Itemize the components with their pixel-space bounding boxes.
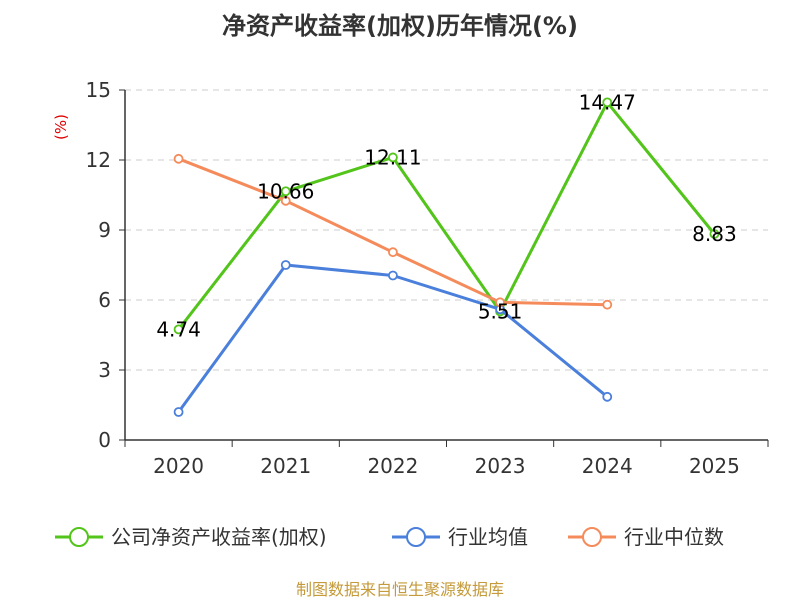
x-tick-label: 2025	[689, 454, 740, 478]
y-tick-label: 12	[86, 148, 111, 172]
y-tick-label: 3	[98, 358, 111, 382]
data-point[interactable]	[388, 247, 398, 258]
y-tick-label: 15	[86, 78, 111, 102]
data-point[interactable]	[280, 195, 291, 206]
data-point[interactable]	[280, 186, 291, 197]
chart-title: 净资产收益率(加权)历年情况(%)	[222, 12, 578, 40]
data-point[interactable]	[173, 324, 184, 335]
y-tick-label: 6	[98, 288, 111, 312]
data-label: 14.47	[579, 90, 636, 114]
series-line-2	[178, 157, 608, 307]
data-point[interactable]	[173, 407, 184, 417]
data-point[interactable]	[388, 270, 398, 281]
legend-item-1[interactable]: 行业均值	[392, 525, 528, 549]
y-tick-label: 0	[98, 428, 111, 452]
source-note: 制图数据来自恒生聚源数据库	[296, 580, 504, 599]
y-tick-label: 9	[98, 218, 111, 242]
data-point[interactable]	[602, 299, 613, 310]
series-line-1	[177, 263, 609, 413]
data-label: 12.11	[364, 145, 421, 169]
x-tick-label: 2024	[582, 454, 633, 478]
data-point[interactable]	[495, 297, 505, 308]
data-label: 10.66	[257, 179, 314, 203]
data-labels: 4.74 10.66 12.11 5.51 14.47 8.83	[156, 90, 736, 341]
legend-item-2[interactable]: 行业中位数	[568, 525, 724, 549]
legend-label: 公司净资产收益率(加权)	[111, 525, 327, 549]
series-lines	[173, 97, 720, 417]
x-tick-label: 2021	[260, 454, 311, 478]
data-point[interactable]	[388, 152, 398, 163]
data-point[interactable]	[280, 260, 291, 270]
legend-marker-icon	[69, 527, 89, 547]
y-axis-unit-label: (%)	[52, 114, 70, 140]
x-tick-label: 2022	[367, 454, 418, 478]
legend-label: 行业中位数	[624, 525, 724, 549]
legend[interactable]: 公司净资产收益率(加权) 行业均值 行业中位数	[55, 525, 724, 549]
x-tick-label: 2020	[153, 454, 204, 478]
data-point[interactable]	[602, 391, 613, 402]
data-point[interactable]	[173, 153, 184, 164]
data-label: 5.51	[478, 299, 523, 323]
legend-label: 行业均值	[448, 525, 528, 549]
series-line-0	[177, 100, 716, 331]
x-tick-label: 2023	[475, 454, 526, 478]
axes: 0 3 6 9 12 15 2020 2021 2022 2023 2024 2025	[86, 78, 769, 478]
grid-lines	[125, 89, 768, 371]
legend-marker-icon	[582, 527, 602, 547]
legend-marker-icon	[406, 527, 426, 547]
data-point[interactable]	[709, 229, 720, 239]
data-label: 4.74	[156, 317, 201, 341]
data-label: 8.83	[692, 222, 737, 246]
data-point[interactable]	[602, 97, 613, 108]
legend-item-0[interactable]: 公司净资产收益率(加权)	[55, 525, 327, 549]
